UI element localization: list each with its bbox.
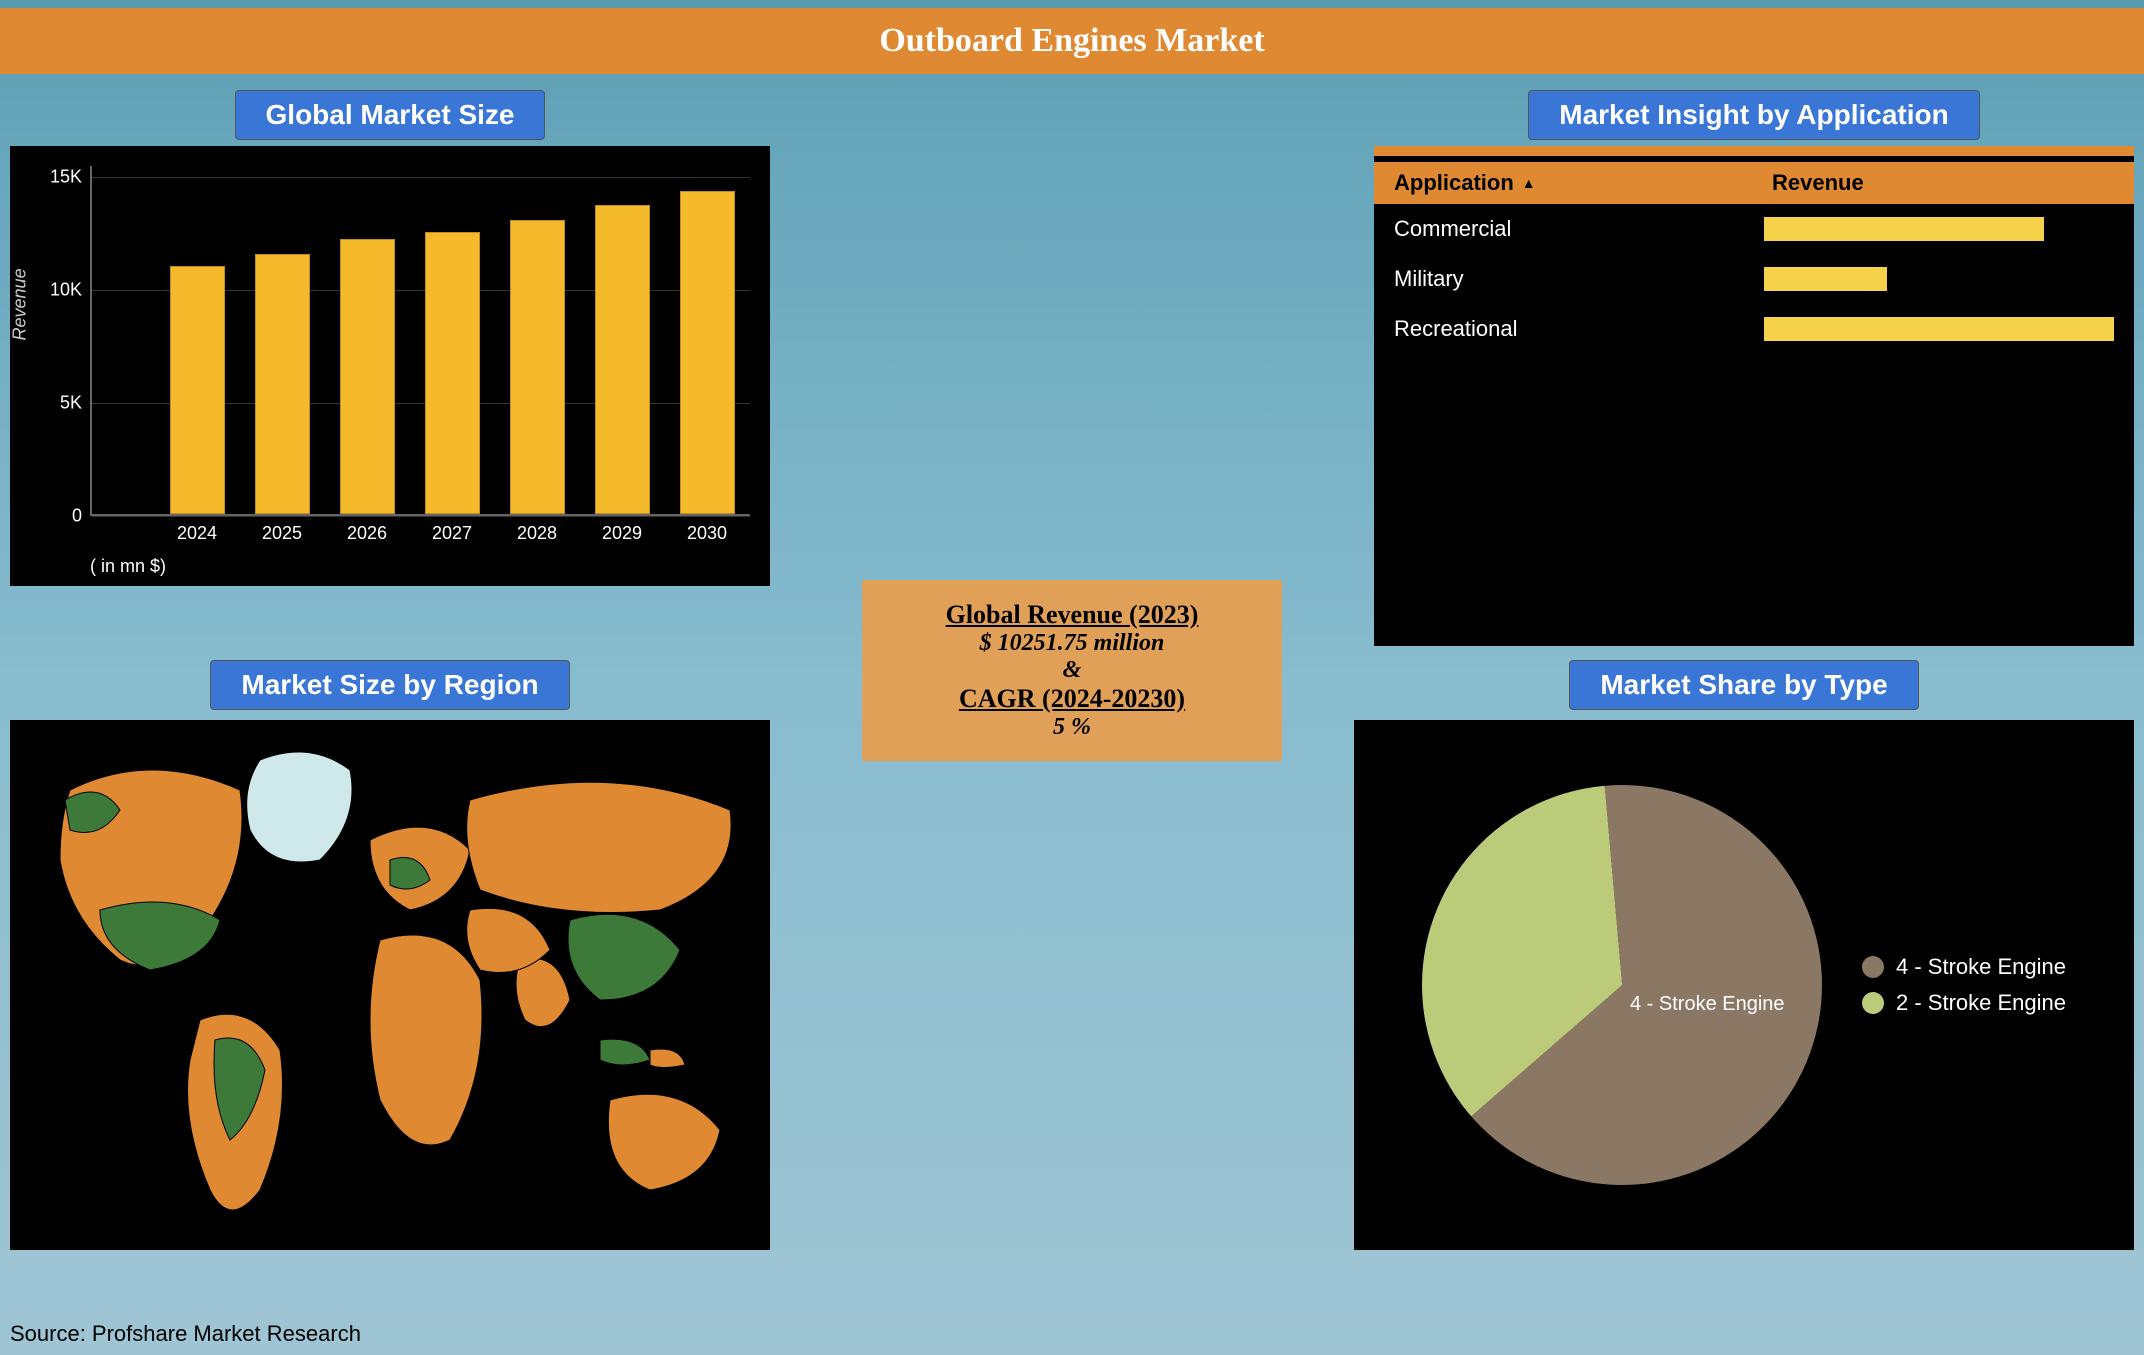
sort-asc-icon: ▲ (1522, 175, 1536, 191)
world-map (10, 720, 770, 1250)
app-col-application-header[interactable]: Application ▲ (1394, 170, 1764, 196)
app-col1-label: Application (1394, 170, 1514, 196)
bar-x-label: 2024 (177, 523, 217, 544)
app-row-label: Military (1394, 266, 1764, 292)
revenue-cagr-callout: Global Revenue (2023) $ 10251.75 million… (862, 580, 1282, 761)
bar-x-label: 2027 (432, 523, 472, 544)
bar-chart-footer: ( in mn $) (90, 556, 750, 577)
page-title: Outboard Engines Market (879, 22, 1264, 59)
bar-chart-plot-area: 05K10K15K2024202520262027202820292030 (90, 166, 750, 516)
callout-cagr-head: CAGR (2024-20230) (902, 684, 1242, 714)
bar (340, 239, 395, 514)
app-table-accent (1374, 146, 2134, 156)
table-row: Military (1374, 254, 2134, 304)
table-row: Commercial (1374, 204, 2134, 254)
bar-y-tick: 0 (37, 506, 82, 527)
app-row-label: Commercial (1394, 216, 1764, 242)
bar (425, 232, 480, 514)
top-accent-bar (0, 0, 2144, 8)
app-table-header-row: Application ▲ Revenue (1374, 162, 2134, 204)
table-row: Recreational (1374, 304, 2134, 354)
app-row-bar-fill (1764, 217, 2044, 241)
app-table-rows: Commercial Military Recreational (1374, 204, 2134, 354)
app-row-bar-track (1764, 267, 2114, 291)
app-row-bar-fill (1764, 267, 1887, 291)
legend-item: 2 - Stroke Engine (1862, 990, 2066, 1016)
bar-x-label: 2026 (347, 523, 387, 544)
bar-chart-title: Global Market Size (235, 90, 546, 140)
bar-y-tick: 10K (37, 280, 82, 301)
market-share-type-panel: Market Share by Type 4 - Stroke Engine 4… (1354, 660, 2134, 1250)
world-map-svg (10, 720, 770, 1250)
dashboard-grid: Global Market Size Revenue 05K10K15K2024… (0, 90, 2144, 1315)
market-insight-application-panel: Market Insight by Application Applicatio… (1374, 90, 2134, 646)
page-title-banner: Outboard Engines Market (0, 8, 2144, 74)
app-row-bar-track (1764, 217, 2114, 241)
bar-x-label: 2030 (687, 523, 727, 544)
legend-swatch (1862, 992, 1884, 1014)
callout-amp: & (902, 657, 1242, 684)
callout-revenue-value: $ 10251.75 million (902, 630, 1242, 657)
bar-x-label: 2029 (602, 523, 642, 544)
pie-chart-body: 4 - Stroke Engine 4 - Stroke Engine 2 - S… (1354, 720, 2134, 1250)
app-row-bar-track (1764, 317, 2114, 341)
map-title: Market Size by Region (210, 660, 569, 710)
source-attribution: Source: Profshare Market Research (10, 1321, 361, 1347)
app-table-body: Application ▲ Revenue Commercial Military… (1374, 146, 2134, 646)
legend-item: 4 - Stroke Engine (1862, 954, 2066, 980)
app-row-label: Recreational (1394, 316, 1764, 342)
bar-y-axis-label: Revenue (10, 268, 31, 340)
bar (510, 220, 565, 514)
callout-cagr-value: 5 % (902, 714, 1242, 741)
bar-y-tick: 15K (37, 167, 82, 188)
bar-x-label: 2028 (517, 523, 557, 544)
bar-chart-body: Revenue 05K10K15K20242025202620272028202… (10, 146, 770, 586)
bar (680, 191, 735, 514)
legend-label: 2 - Stroke Engine (1896, 990, 2066, 1016)
market-size-region-panel: Market Size by Region (10, 660, 770, 1250)
pie-title: Market Share by Type (1569, 660, 1918, 710)
global-market-size-panel: Global Market Size Revenue 05K10K15K2024… (10, 90, 770, 586)
app-col-revenue-header[interactable]: Revenue (1772, 170, 1864, 196)
legend-swatch (1862, 956, 1884, 978)
bar-x-label: 2025 (262, 523, 302, 544)
bar (595, 205, 650, 514)
legend-label: 4 - Stroke Engine (1896, 954, 2066, 980)
bar-y-tick: 5K (37, 393, 82, 414)
bar (170, 266, 225, 514)
pie-wrap: 4 - Stroke Engine (1422, 785, 1822, 1185)
bar (255, 254, 310, 514)
callout-revenue-head: Global Revenue (2023) (902, 600, 1242, 630)
pie-chart (1422, 785, 1822, 1185)
app-table-title: Market Insight by Application (1528, 90, 1979, 140)
app-row-bar-fill (1764, 317, 2114, 341)
pie-legend: 4 - Stroke Engine 2 - Stroke Engine (1862, 944, 2066, 1026)
pie-center-label: 4 - Stroke Engine (1630, 993, 1785, 1016)
